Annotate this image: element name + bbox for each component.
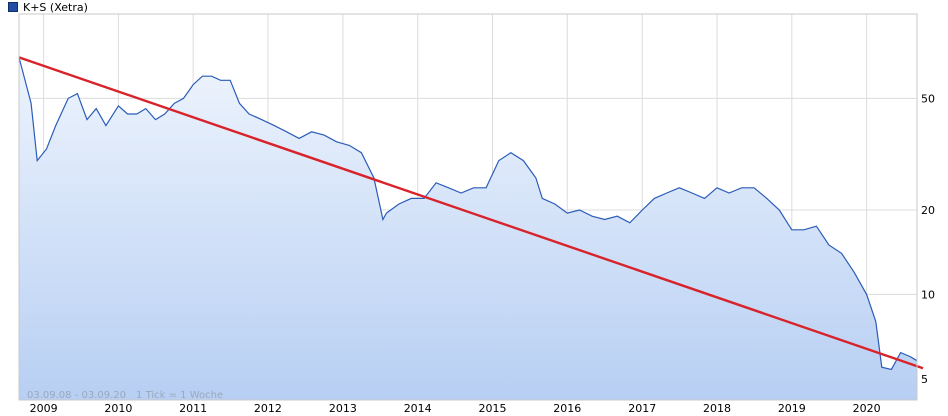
price-area [19, 57, 917, 401]
legend-swatch [8, 2, 18, 12]
trend-line [18, 56, 924, 370]
y-axis-ticks: 5 10 20 50 [921, 92, 935, 385]
y-tick-label: 20 [921, 204, 935, 217]
x-tick-label: 2011 [179, 402, 207, 415]
y-tick-label: 5 [921, 373, 928, 386]
x-tick-label: 2018 [703, 402, 731, 415]
legend: K+S (Xetra) [8, 0, 88, 14]
x-tick-label: 2014 [404, 402, 432, 415]
x-tick-label: 2017 [628, 402, 656, 415]
x-tick-label: 2010 [104, 402, 132, 415]
x-tick-label: 2012 [254, 402, 282, 415]
y-tick-label: 50 [921, 92, 935, 105]
plot-frame [18, 13, 918, 401]
x-tick-label: 2019 [778, 402, 806, 415]
legend-label: K+S (Xetra) [23, 0, 88, 14]
x-tick-label: 2015 [478, 402, 506, 415]
x-tick-label: 2013 [329, 402, 357, 415]
x-tick-label: 2020 [853, 402, 881, 415]
x-tick-label: 2009 [30, 402, 58, 415]
x-axis-ticks: 2009 2010 2011 2012 2013 2014 2015 2016 2017 2018… [30, 402, 881, 415]
price-line [18, 57, 918, 371]
y-tick-label: 10 [921, 288, 935, 301]
footnote-range: 03.09.08 - 03.09.20 1 Tick = 1 Woche [27, 390, 223, 401]
x-tick-label: 2016 [553, 402, 581, 415]
